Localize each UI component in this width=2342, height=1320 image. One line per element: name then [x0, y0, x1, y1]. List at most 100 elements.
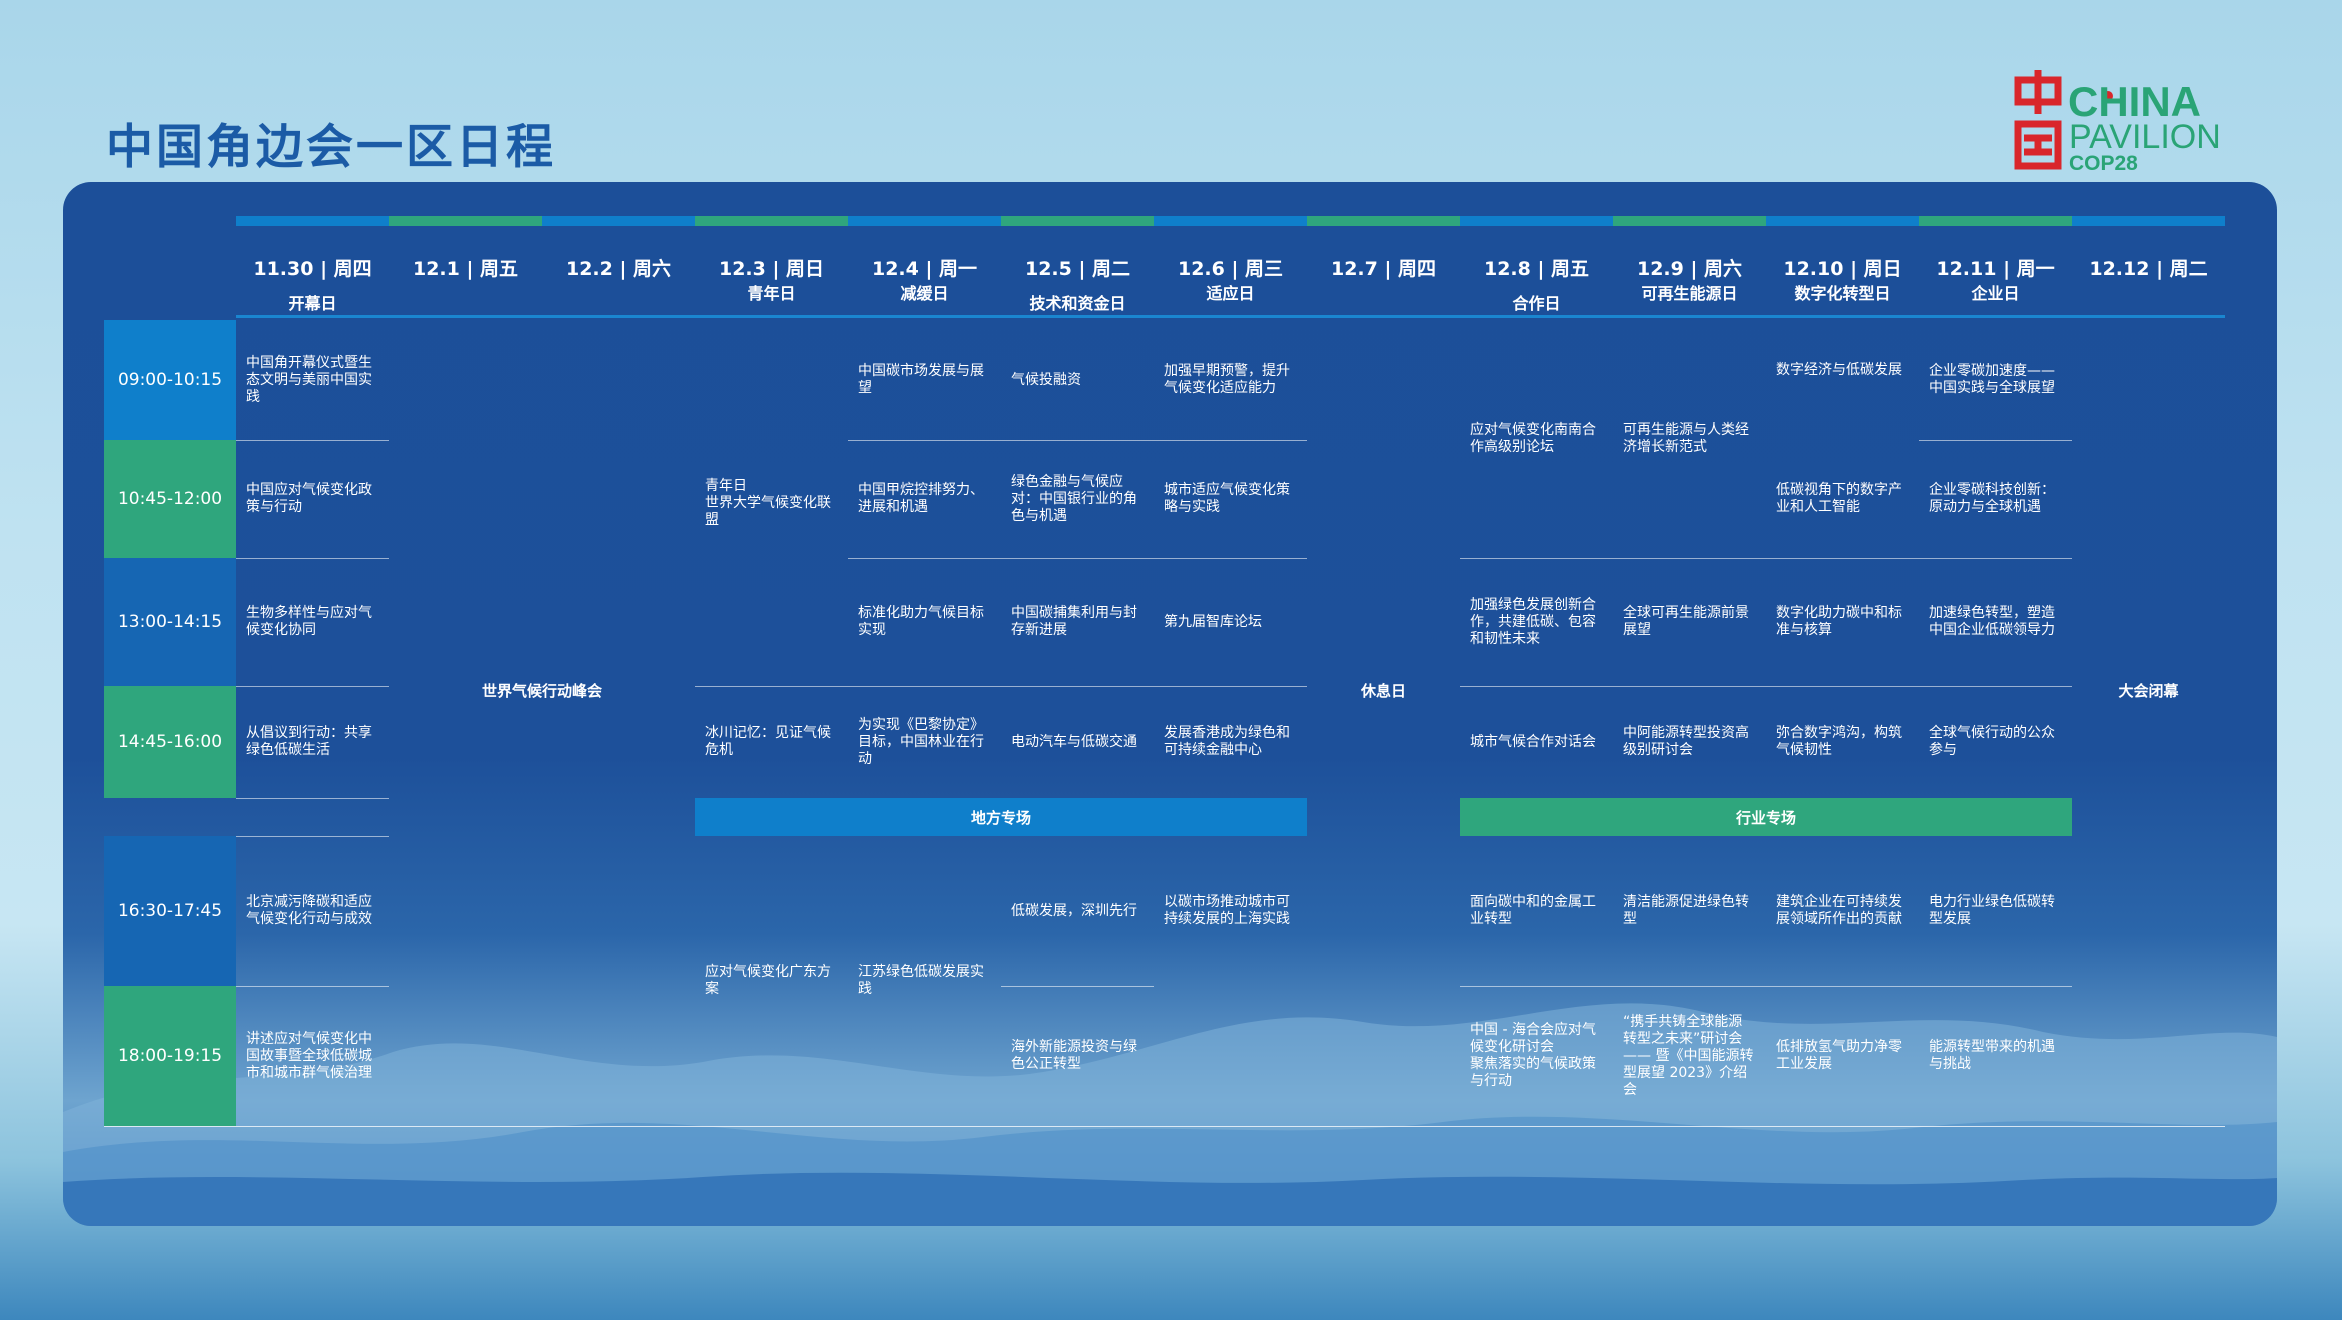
- row-divider: [1154, 440, 1307, 441]
- session-cell: 气候投融资: [1011, 371, 1081, 388]
- mountain-background: [63, 1003, 2277, 1226]
- day-date: 12.11 | 周一: [1936, 258, 2055, 280]
- day-header-128: 12.8 | 周五 合作日: [1460, 216, 1613, 313]
- session-cell: 低碳视角下的数字产业和人工智能: [1776, 482, 1902, 515]
- day-header-1211: 12.11 | 周一 企业日: [1919, 216, 2072, 312]
- day-theme: 合作日: [1512, 294, 1561, 313]
- session-cell: 江苏绿色低碳发展实践: [858, 964, 984, 997]
- session-cell: 面向碳中和的金属工业转型: [1470, 894, 1596, 927]
- time-slot-2: 10:45-12:00: [104, 440, 236, 558]
- day-date: 12.8 | 周五: [1483, 258, 1590, 280]
- session-cell: 讲述应对气候变化中国故事暨全球低碳城市和城市群气候治理: [246, 1030, 372, 1081]
- header-bar: [1766, 216, 1919, 226]
- header-bar: [236, 216, 389, 226]
- row-divider: [1154, 686, 1307, 687]
- session-cell: 能源转型带来的机遇与挑战: [1929, 1039, 2055, 1072]
- session-cell: 冰川记忆：见证气候危机: [705, 725, 831, 758]
- session-cell: 北京减污降碳和适应气候变化行动与成效: [246, 894, 372, 927]
- day-date: 12.3 | 周日: [718, 258, 825, 280]
- header-bar: [695, 216, 848, 226]
- row-divider: [236, 686, 389, 687]
- schedule-board: 11.30 | 周四 开幕日 12.1 | 周五 12.2 | 周六 12.3 …: [63, 182, 2277, 1226]
- row-divider: [1919, 440, 2072, 441]
- session-cell: 发展香港成为绿色和可持续金融中心: [1164, 725, 1290, 758]
- logo-china: CHINA: [2068, 78, 2201, 125]
- header-bar: [848, 216, 1001, 226]
- session-cell: 第九届智库论坛: [1164, 613, 1262, 630]
- session-cell: 中国 - 海合会应对气候变化研讨会 聚焦落实的气候政策与行动: [1470, 1022, 1596, 1089]
- row-divider: [1766, 686, 1919, 687]
- session-cell: 中国应对气候变化政策与行动: [246, 482, 372, 515]
- row-divider: [236, 986, 389, 987]
- row-divider: [1154, 558, 1307, 559]
- header-bar: [389, 216, 542, 226]
- row-divider: [1919, 686, 2072, 687]
- day-date: 12.2 | 周六: [565, 258, 672, 280]
- day-theme: 减缓日: [900, 284, 949, 303]
- session-cell: 数字经济与低碳发展: [1776, 361, 1902, 378]
- header-bar: [1460, 216, 1613, 226]
- session-cell: “携手共铸全球能源转型之未来”研讨会—— 暨《中国能源转型展望 2023》介绍会: [1623, 1013, 1754, 1098]
- time-slot-5: 16:30-17:45: [104, 836, 236, 986]
- day-header-1130: 11.30 | 周四 开幕日: [236, 216, 389, 313]
- day-header-123: 12.3 | 周日 青年日: [695, 216, 848, 312]
- session-cell: 生物多样性与应对气候变化协同: [246, 605, 372, 638]
- header-bar: [1154, 216, 1307, 226]
- day-header-124: 12.4 | 周一 减缓日: [848, 216, 1001, 312]
- day-date: 12.7 | 周四: [1330, 258, 1437, 280]
- row-divider: [1460, 686, 1613, 687]
- table-bottom-line: [104, 1126, 2225, 1127]
- row-divider: [1460, 558, 1613, 559]
- row-divider: [236, 558, 389, 559]
- row-divider: [695, 686, 848, 687]
- session-cell: 以碳市场推动城市可持续发展的上海实践: [1164, 894, 1290, 927]
- session-cell: 数字化助力碳中和标准与核算: [1776, 605, 1902, 638]
- row-divider: [1919, 986, 2072, 987]
- session-cell: 低碳发展，深圳先行: [1011, 902, 1137, 919]
- session-cell: 中国碳市场发展与展望: [858, 363, 984, 396]
- row-divider: [1613, 986, 1766, 987]
- day-date: 12.6 | 周三: [1177, 258, 1284, 280]
- session-cell: 标准化助力气候目标实现: [858, 605, 984, 638]
- industry-session-band: 行业专场: [1460, 798, 2072, 836]
- row-divider: [236, 440, 389, 441]
- day-theme: 适应日: [1206, 284, 1255, 303]
- summit-span: 世界气候行动峰会: [481, 681, 602, 700]
- time-slot-6: 18:00-19:15: [104, 986, 236, 1126]
- day-theme: 可再生能源日: [1641, 284, 1738, 303]
- day-theme: 企业日: [1971, 284, 2020, 303]
- session-cell: 清洁能源促进绿色转型: [1623, 894, 1749, 927]
- row-divider: [1001, 986, 1154, 987]
- header-bar: [1307, 216, 1460, 226]
- day-header-125: 12.5 | 周二 技术和资金日: [1001, 216, 1154, 313]
- session-cell: 应对气候变化南南合作高级别论坛: [1470, 422, 1596, 455]
- day-theme: 开幕日: [288, 294, 337, 313]
- session-cell: 中国角开幕仪式暨生态文明与美丽中国实践: [246, 354, 372, 405]
- day-header-1210: 12.10 | 周日 数字化转型日: [1766, 216, 1919, 312]
- session-cell: 低排放氢气助力净零工业发展: [1776, 1039, 1902, 1072]
- session-cell: 城市气候合作对话会: [1470, 733, 1596, 750]
- session-cell: 建筑企业在可持续发展领域所作出的贡献: [1776, 894, 1902, 927]
- day-header-1212: 12.12 | 周二: [2072, 216, 2225, 312]
- header-bar: [2072, 216, 2225, 226]
- china-pavilion-logo: CHINA PAVILION COP28: [2012, 66, 2232, 175]
- time-slot-1: 09:00-10:15: [104, 320, 236, 440]
- session-cell: 青年日 世界大学气候变化联盟: [705, 477, 831, 528]
- time-slot-3: 13:00-14:15: [104, 558, 236, 686]
- row-divider: [1766, 558, 1919, 559]
- day-date: 12.1 | 周五: [412, 258, 519, 280]
- session-cell: 绿色金融与气候应对：中国银行业的角色与机遇: [1011, 473, 1137, 524]
- day-date: 11.30 | 周四: [253, 258, 372, 280]
- session-cell: 海外新能源投资与绿色公正转型: [1011, 1039, 1137, 1072]
- row-divider: [1001, 686, 1154, 687]
- local-session-band: 地方专场: [695, 798, 1307, 836]
- session-cell: 中国碳捕集利用与封存新进展: [1011, 605, 1137, 638]
- logo-dot: [2103, 91, 2113, 101]
- rest-day-span: 休息日: [1360, 681, 1406, 700]
- session-cell: 中阿能源转型投资高级别研讨会: [1623, 725, 1749, 758]
- session-cell: 弥合数字鸿沟，构筑气候韧性: [1776, 725, 1902, 758]
- row-divider: [848, 558, 1001, 559]
- day-date: 12.9 | 周六: [1636, 258, 1743, 280]
- closing-span: 大会闭幕: [2118, 681, 2179, 700]
- row-divider: [1613, 558, 1766, 559]
